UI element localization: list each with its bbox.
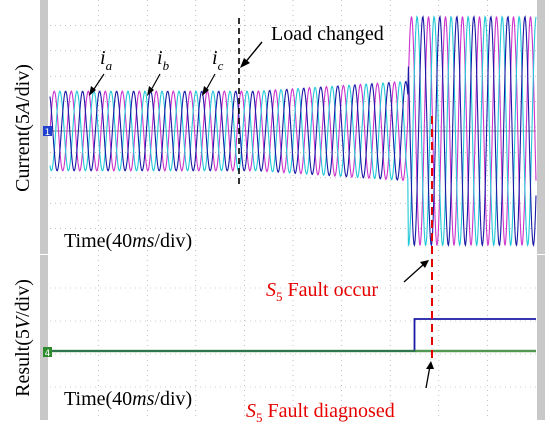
- waveform-ic: [49, 15, 537, 247]
- channel-1-marker: 1: [43, 126, 52, 138]
- load-change-arrowhead: [240, 58, 250, 68]
- fault-diag-arrow: [425, 365, 431, 389]
- result-waveforms: [50, 318, 536, 353]
- svg-text:ic: ic: [212, 47, 224, 73]
- fault-diag-arrowhead: [426, 361, 434, 369]
- fault-occur-label: S5 Fault occur: [266, 279, 378, 304]
- right-scope-bar: [537, 0, 545, 420]
- current-xlabel: Time(40ms/div): [64, 230, 192, 252]
- svg-text:4: 4: [45, 349, 51, 359]
- svg-text:ib: ib: [157, 47, 170, 73]
- svg-text:1: 1: [45, 128, 51, 138]
- bottom-gap: [40, 254, 545, 255]
- fault-occur-arrowhead: [420, 260, 429, 268]
- load-change-arrow: [243, 41, 263, 65]
- waveform-ia: [49, 16, 537, 246]
- ia-label: ia: [89, 47, 113, 96]
- svg-text:ia: ia: [100, 47, 113, 73]
- ib-label: ib: [147, 47, 170, 96]
- fault-occur-arrow: [403, 263, 425, 283]
- result-ylabel: Result(5V/div): [12, 279, 34, 397]
- ic-label: ic: [202, 47, 224, 96]
- load-changed-label: Load changed: [271, 23, 384, 45]
- current-ylabel: Current(5A/div): [12, 64, 34, 192]
- channel-4-marker: 4: [43, 347, 52, 359]
- fault-diagnosed-label: S5 Fault diagnosed: [246, 400, 395, 425]
- current-waveforms: [49, 15, 537, 248]
- left-scope-bar: [40, 0, 48, 420]
- result-xlabel: Time(40ms/div): [64, 388, 192, 410]
